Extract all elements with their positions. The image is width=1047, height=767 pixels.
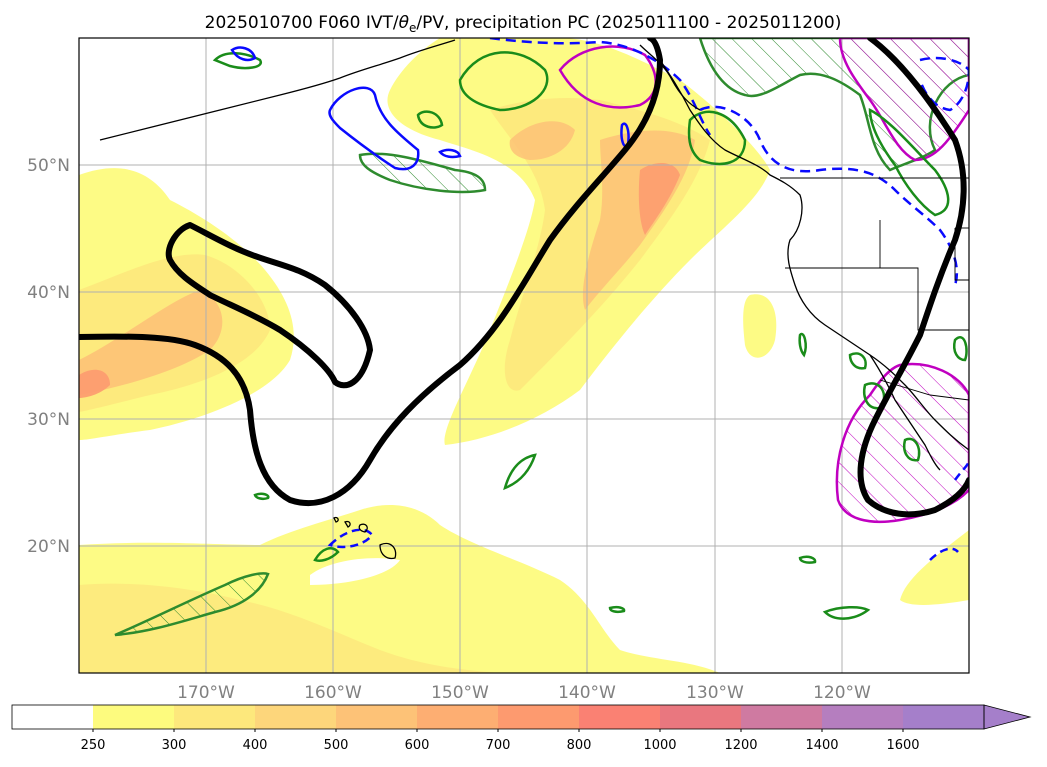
colorbar-segment [660,705,741,729]
colorbar-extend-arrow [983,704,1032,730]
lon-label-160w: 160°W [304,683,362,703]
pv-blue-small-gulf [438,148,462,159]
island-big-island [379,542,397,560]
pv-green-subtropic-1 [503,453,537,491]
latitude-labels: 50°N 40°N 30°N 20°N [27,156,70,557]
pv-green-east-edge [953,336,968,362]
pv-blue-dashed-se2 [953,459,969,481]
political-borders [780,177,969,401]
colorbar-tick-label: 1600 [886,738,919,753]
island-oahu [344,520,351,528]
pv-blue-dashed-se [929,547,959,561]
ivt-region-offshore-blob [743,294,777,358]
lon-label-150w: 150°W [431,683,489,703]
colorbar-segment [174,705,255,729]
longitude-labels: 170°W 160°W 150°W 140°W 130°W 120°W [177,683,871,703]
pv-blue-dashed-hawaii [327,528,374,549]
colorbar-segment [579,705,660,729]
colorbar-tick-label: 1400 [805,738,838,753]
pv-blue-top-left [230,46,257,62]
pv-green-midpacific-3 [608,605,626,614]
pv-blue-gulf-alaska [328,86,420,171]
colorbar-segment [255,705,336,729]
hawaiian-islands [333,516,397,560]
colorbar-tick-label: 500 [324,738,349,753]
pv-blue-dashed-top [489,38,712,136]
border-states-2 [880,267,969,331]
pv-green-mexico [903,437,921,462]
pv-green-ca-coast [848,352,867,370]
coastline-alaska-panhandle [639,44,701,111]
coastline-north-america-west [659,59,969,451]
figure-title: 2025010700 F060 IVT/θe/PV, precipitation… [205,13,842,35]
lat-label-50n: 50°N [27,156,70,176]
coastlines [99,39,969,471]
colorbar-tick-labels: 250 300 400 500 600 700 800 1000 1200 1400 1600 [81,729,920,753]
colorbar-segment [741,705,822,729]
lon-label-130w: 130°W [686,683,744,703]
colorbar-tick-label: 1000 [643,738,676,753]
ivt-filled-contours [79,38,969,673]
colorbar-segment [12,705,93,729]
map-gridlines [79,38,969,673]
coastline-baja [869,354,941,471]
pv-green-gulf-small [416,110,444,129]
colorbar-segments [12,705,984,729]
theta-e-contour-main [79,38,663,507]
colorbar-segment [498,705,579,729]
pv-green-coast-north [868,107,950,217]
theta-e-contours [79,38,969,518]
pv-green-midpacific-1 [253,492,270,501]
colorbar-segment [903,705,984,729]
colorbar-segment [417,705,498,729]
pv-green-coast-bc [687,110,747,166]
pv-green-midpacific-2 [798,555,817,564]
ivt-region-ar-north-500 [509,121,575,160]
lat-label-20n: 20°N [27,537,70,557]
pv-green-offshore [798,332,807,358]
pv-green-contours [212,51,968,620]
lon-label-170w: 170°W [177,683,235,703]
lon-label-140w: 140°W [558,683,616,703]
colorbar-tick-label: 600 [405,738,430,753]
colorbar-tick-label: 700 [486,738,511,753]
lat-label-30n: 30°N [27,410,70,430]
ivt-region-southeast [900,530,969,605]
pv-blue-dashed-coast [699,105,959,286]
theta-e-contour-loop [165,222,373,389]
theta-e-contour-east [857,38,969,518]
colorbar-segment [822,705,903,729]
ivt-colorbar: 250 300 400 500 600 700 800 1000 1200 1400 1600 [11,704,1032,753]
pv-green-se-pacific [822,606,871,620]
pv-green-hawaii-small [313,547,340,562]
colorbar-segment [93,705,174,729]
map-panel [78,37,970,674]
colorbar-segment [336,705,417,729]
pv-green-top-center [458,51,549,112]
map-frame [78,37,970,674]
precip-magenta-south [835,362,969,524]
colorbar-tick-label: 1200 [724,738,757,753]
border-states-4 [954,228,969,281]
colorbar-tick-label: 300 [162,738,187,753]
lat-label-40n: 40°N [27,283,70,303]
ivt-region-nw-500 [79,290,223,395]
precip-green-hawaii-sw [114,572,270,637]
island-maui [358,523,368,533]
ivt-region-nw-700 [79,369,110,398]
colorbar-tick-label: 800 [567,738,592,753]
lon-label-120w: 120°W [813,683,871,703]
colorbar-tick-label: 400 [243,738,268,753]
colorbar-tick-label: 250 [81,738,106,753]
ivt-region-ar-700 [638,163,680,235]
pv-green-top-left [212,52,263,70]
coastline-aleutians [99,39,456,141]
border-us-mexico [879,379,969,401]
island-kauai [333,516,339,523]
